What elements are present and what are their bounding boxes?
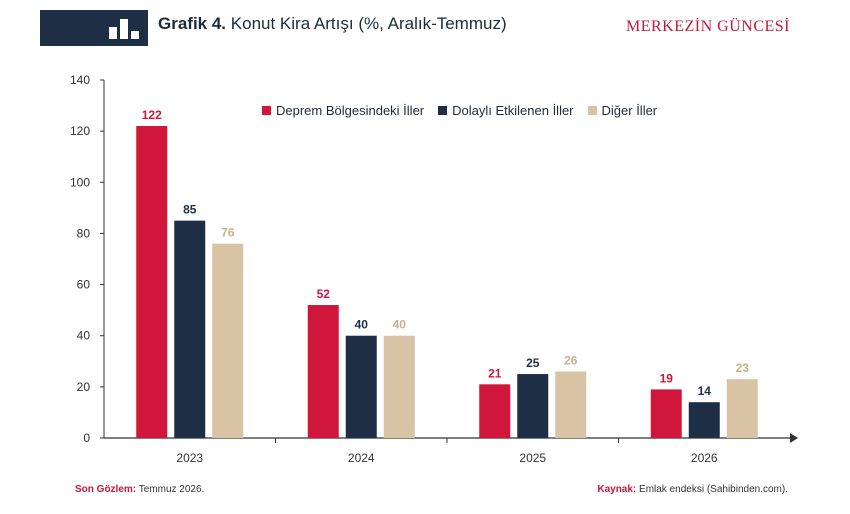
x-tick-label: 2024 <box>348 451 375 465</box>
data-label: 40 <box>355 318 369 332</box>
chart-title: Grafik 4. Konut Kira Artışı (%, Aralık-T… <box>158 14 507 34</box>
bar-2024-series-1 <box>307 305 339 438</box>
bar-2023-series-3 <box>212 243 244 438</box>
y-tick-label: 60 <box>77 278 91 292</box>
bar-2024-series-2 <box>345 335 377 438</box>
data-label: 76 <box>221 226 235 240</box>
y-tick-label: 100 <box>70 175 90 189</box>
x-tick-label: 2026 <box>691 451 718 465</box>
bar-2024-series-3 <box>383 335 415 438</box>
bar-2026-series-2 <box>688 402 720 438</box>
footer-source-label: Kaynak: <box>597 484 637 495</box>
brand-logo-text: MERKEZİN GÜNCESİ <box>626 18 790 35</box>
footer-source: Kaynak: Emlak endeksi (Sahibinden.com). <box>597 484 788 495</box>
bar-2026-series-3 <box>726 379 758 438</box>
data-label: 122 <box>142 108 162 122</box>
data-label: 26 <box>564 354 578 368</box>
legend-swatch <box>587 106 597 115</box>
bar-2025-series-3 <box>555 371 587 438</box>
footer-last-observation: Son Gözlem: Temmuz 2026. <box>75 484 204 495</box>
chart-legend: Deprem Bölgesindeki İller Dolaylı Etkilen… <box>262 103 657 118</box>
bar-2026-series-1 <box>650 389 682 438</box>
legend-label: Diğer İller <box>601 103 658 118</box>
data-label: 85 <box>183 203 197 217</box>
legend-item: Deprem Bölgesindeki İller <box>262 103 424 118</box>
y-tick-label: 140 <box>70 73 90 87</box>
data-label: 19 <box>660 371 674 385</box>
header-band <box>40 10 148 46</box>
data-label: 23 <box>736 361 750 375</box>
legend-label: Dolaylı Etkilenen İller <box>452 103 574 118</box>
y-tick-label: 0 <box>83 431 90 445</box>
legend-item: Dolaylı Etkilenen İller <box>438 103 574 118</box>
y-tick-label: 20 <box>77 380 91 394</box>
legend-label: Deprem Bölgesindeki İller <box>276 103 425 118</box>
footer-last-observation-value: Temmuz 2026. <box>136 484 205 495</box>
footer-source-value: Emlak endeksi (Sahibinden.com). <box>636 484 788 495</box>
bar-2025-series-1 <box>479 384 511 438</box>
data-label: 21 <box>488 366 502 380</box>
bar-chart-icon <box>109 19 139 39</box>
bar-2023-series-2 <box>174 220 206 438</box>
data-label: 52 <box>317 287 331 301</box>
bar-2025-series-2 <box>517 374 549 438</box>
data-label: 14 <box>698 384 712 398</box>
legend-item: Diğer İller <box>587 103 658 118</box>
data-label: 40 <box>393 318 407 332</box>
y-tick-label: 120 <box>70 124 90 138</box>
y-tick-label: 40 <box>77 329 91 343</box>
x-axis-arrow <box>790 433 798 443</box>
chart-title-text: Konut Kira Artışı (%, Aralık-Temmuz) <box>226 14 507 33</box>
legend-swatch <box>262 106 271 115</box>
footer-last-observation-label: Son Gözlem: <box>75 484 137 495</box>
y-tick-label: 80 <box>77 226 91 240</box>
bar-2023-series-1 <box>136 126 168 439</box>
chart-title-bold: Grafik 4. <box>158 14 227 33</box>
x-tick-label: 2023 <box>176 451 203 465</box>
x-tick-label: 2025 <box>519 451 546 465</box>
data-label: 25 <box>526 356 540 370</box>
legend-swatch <box>438 106 448 115</box>
